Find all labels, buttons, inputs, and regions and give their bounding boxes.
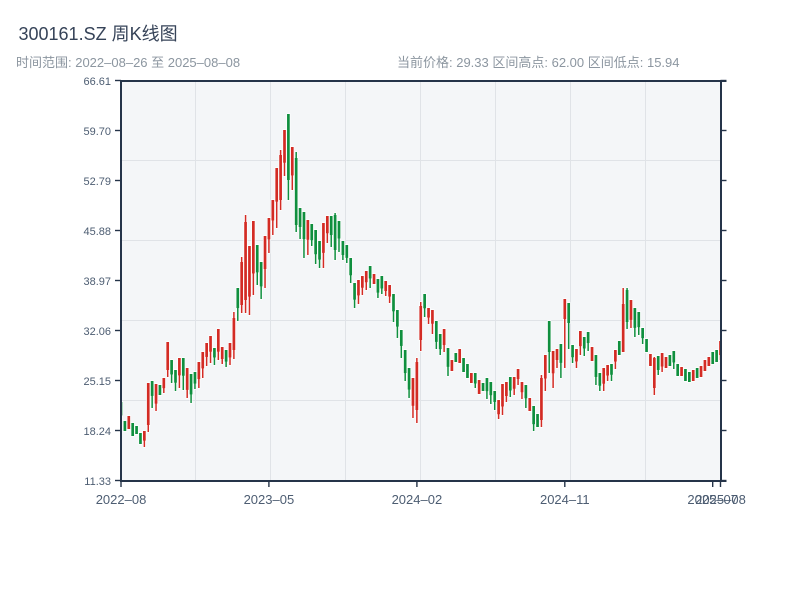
svg-text:11.33: 11.33 bbox=[84, 476, 111, 488]
svg-text:45.88: 45.88 bbox=[83, 226, 111, 238]
svg-text:2025–08: 2025–08 bbox=[695, 492, 746, 507]
svg-text:2024–11: 2024–11 bbox=[540, 492, 590, 507]
svg-text:52.79: 52.79 bbox=[83, 176, 111, 188]
svg-text:66.61: 66.61 bbox=[83, 76, 111, 88]
svg-text:2024–02: 2024–02 bbox=[392, 492, 443, 507]
svg-text:18.24: 18.24 bbox=[83, 426, 111, 438]
svg-text:2022–08: 2022–08 bbox=[96, 492, 147, 507]
svg-text:59.70: 59.70 bbox=[83, 126, 111, 138]
svg-text:2023–05: 2023–05 bbox=[244, 492, 295, 507]
svg-text:2025–07: 2025–07 bbox=[687, 492, 738, 507]
svg-text:32.06: 32.06 bbox=[83, 326, 111, 338]
svg-text:38.97: 38.97 bbox=[83, 276, 111, 288]
svg-text:25.15: 25.15 bbox=[83, 376, 111, 388]
